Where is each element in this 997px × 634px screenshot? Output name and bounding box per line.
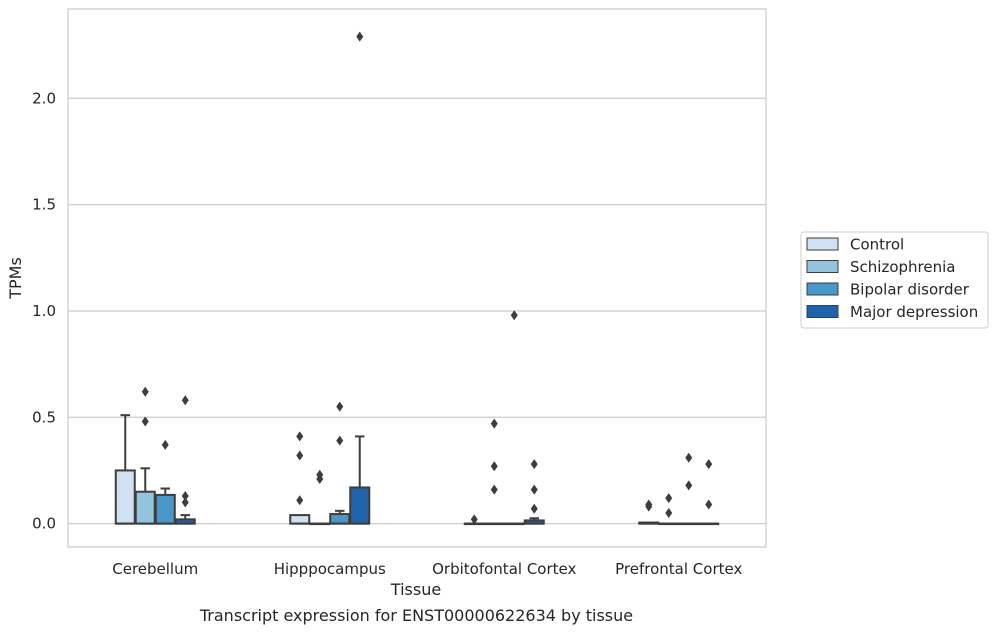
box (329, 513, 351, 525)
box-group (678, 452, 700, 526)
box-group (174, 395, 196, 525)
outlier-point (296, 450, 304, 461)
legend-swatch (806, 282, 839, 296)
outlier-point (530, 503, 538, 514)
outlier-point (705, 459, 713, 470)
outlier-point (296, 431, 304, 442)
outlier-point (141, 416, 149, 427)
outlier-point (665, 493, 673, 504)
outlier-point (705, 499, 713, 510)
outlier-point (336, 401, 344, 412)
box-group (658, 493, 680, 526)
legend-items: Control Schizophrenia Bipolar disorder Majo… (806, 236, 978, 321)
box (349, 486, 371, 525)
box-group (309, 469, 331, 526)
legend-frame (800, 231, 989, 329)
outlier-point (490, 418, 498, 429)
box-group (463, 514, 485, 526)
box-group (289, 431, 311, 525)
outlier-point (685, 480, 693, 491)
y-tick-label: 2.0 (32, 89, 56, 107)
outlier-point (356, 31, 364, 42)
y-tick-label: 1.5 (32, 196, 56, 214)
outlier-point (685, 452, 693, 463)
box-group (638, 499, 660, 525)
legend: Control Schizophrenia Bipolar disorder Majo… (800, 231, 989, 329)
outlier-point (530, 484, 538, 495)
plot-frame (67, 8, 767, 548)
x-axis-ticks: Cerebellum Hipppocampus Orbitofontal Corte… (112, 560, 742, 578)
legend-swatch (806, 260, 839, 273)
y-axis-ticks: 0.0 0.5 1.0 1.5 2.0 (32, 89, 56, 532)
outlier-point (141, 386, 149, 397)
grid-lines (68, 97, 766, 525)
outlier-point (490, 461, 498, 472)
y-tick-label: 0.0 (32, 515, 56, 533)
box-group (349, 31, 371, 525)
outlier-point (490, 484, 498, 495)
box-group (114, 414, 136, 525)
x-tick-label: Orbitofontal Cortex (432, 560, 576, 578)
box-group (154, 439, 176, 525)
x-tick-label: Cerebellum (112, 560, 198, 578)
outlier-point (336, 435, 344, 446)
outlier-point (181, 497, 189, 508)
box (289, 514, 311, 525)
box-group (698, 459, 720, 526)
legend-label: Control (850, 236, 904, 254)
box-group (503, 310, 525, 526)
x-axis-label: Tissue (390, 580, 441, 599)
outlier-point (510, 310, 518, 321)
x-tick-label: Prefrontal Cortex (615, 560, 742, 578)
outlier-point (181, 490, 189, 501)
box-group (483, 418, 505, 526)
legend-label: Major depression (850, 303, 978, 321)
outlier-point (665, 507, 673, 518)
box-group (329, 401, 351, 525)
outlier-point (181, 395, 189, 406)
y-tick-label: 0.5 (32, 408, 56, 426)
box-group (523, 459, 545, 525)
box-group (134, 386, 156, 525)
box-series (114, 31, 720, 526)
chart-caption: Transcript expression for ENST0000062263… (199, 606, 634, 625)
legend-swatch (806, 237, 839, 251)
legend-label: Schizophrenia (850, 258, 955, 276)
outlier-point (645, 499, 653, 510)
outlier-point (530, 459, 538, 470)
outlier-point (316, 469, 324, 480)
box (114, 469, 136, 525)
legend-label: Bipolar disorder (850, 281, 970, 299)
y-tick-label: 1.0 (32, 302, 56, 320)
outlier-point (161, 439, 169, 450)
x-tick-label: Hipppocampus (274, 560, 386, 578)
legend-swatch (806, 305, 839, 318)
box (134, 490, 156, 525)
box (154, 493, 176, 525)
outlier-point (470, 514, 478, 525)
y-axis-label: TPMs (6, 257, 25, 300)
outlier-point (296, 495, 304, 506)
